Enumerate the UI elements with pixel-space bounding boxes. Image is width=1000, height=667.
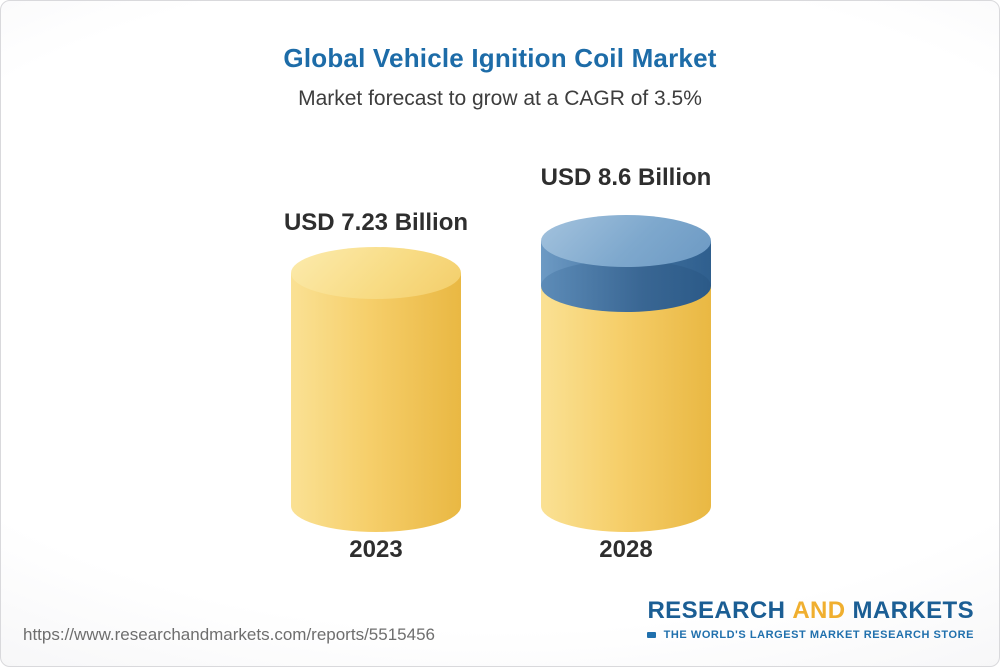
cylinder-2023 bbox=[291, 247, 461, 532]
category-label-2023: 2023 bbox=[349, 536, 403, 563]
page-subtitle: Market forecast to grow at a CAGR of 3.5… bbox=[298, 87, 702, 110]
source-url[interactable]: https://www.researchandmarkets.com/repor… bbox=[23, 625, 435, 644]
logo-text-research: RESEARCH bbox=[647, 597, 786, 624]
value-label-2023: USD 7.23 Billion bbox=[283, 209, 469, 236]
cylinder-2028 bbox=[541, 215, 711, 532]
cylinder-2023-bottom-rim bbox=[291, 480, 461, 532]
page-title: Global Vehicle Ignition Coil Market bbox=[283, 43, 717, 73]
logo-text-and: AND bbox=[792, 597, 846, 624]
value-label-2028: USD 8.6 Billion bbox=[540, 164, 712, 191]
logo-tagline-bar bbox=[647, 632, 656, 639]
logo-tagline-row: THE WORLD'S LARGEST MARKET RESEARCH STOR… bbox=[647, 629, 974, 641]
category-label-2028: 2028 bbox=[599, 536, 653, 563]
cylinder-2023-top-face bbox=[291, 247, 461, 299]
cylinder-2028-growth-seam bbox=[541, 260, 711, 312]
cylinder-2023-body bbox=[291, 273, 461, 506]
cylinder-2028-bottom-rim bbox=[541, 480, 711, 532]
cylinder-2028-top-face bbox=[541, 215, 711, 267]
cylinder-2028-base-body bbox=[541, 286, 711, 506]
logo-tagline: THE WORLD'S LARGEST MARKET RESEARCH STOR… bbox=[663, 629, 974, 642]
logo-text-markets: MARKETS bbox=[852, 597, 974, 624]
research-and-markets-logo: RESEARCH AND MARKETS THE WORLD'S LARGEST… bbox=[647, 597, 974, 641]
logo-wordmark: RESEARCH AND MARKETS bbox=[647, 597, 974, 624]
